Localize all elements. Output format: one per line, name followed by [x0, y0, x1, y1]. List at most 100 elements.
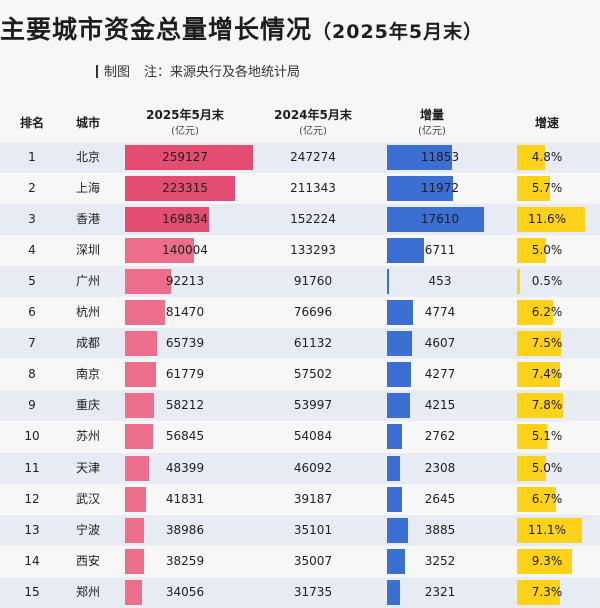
city-cell: 成都	[75, 336, 100, 351]
value-increase: 4215	[424, 398, 456, 413]
value-growth: 9.3%	[531, 553, 563, 568]
header-city: 城市	[75, 116, 100, 130]
header-rank: 排名	[19, 116, 44, 130]
table-row: 2 上海 223315 211343 11972 5.7%	[0, 173, 600, 204]
value-2024: 54084	[293, 429, 333, 444]
value-growth: 6.7%	[531, 491, 563, 506]
bar-increase	[387, 362, 411, 388]
rank-cell: 10	[24, 429, 40, 444]
rank-cell: 11	[24, 460, 40, 475]
value-increase: 453	[428, 274, 452, 289]
value-2024: 31735	[293, 584, 333, 599]
value-growth: 4.8%	[531, 150, 563, 164]
value-2025: 61779	[165, 367, 205, 382]
value-2025: 41831	[165, 491, 205, 506]
rank-cell: 13	[24, 522, 40, 537]
bar-2025	[125, 238, 195, 264]
value-growth: 11.6%	[527, 212, 567, 227]
bar-2025	[125, 362, 156, 388]
rank-cell: 12	[24, 491, 40, 506]
rank-cell: 5	[28, 274, 36, 289]
credit-divider	[96, 65, 98, 78]
value-growth: 11.1%	[527, 522, 567, 537]
city-cell: 天津	[75, 460, 100, 475]
table-row: 15 郑州 34056 31735 2321 7.3%	[0, 576, 600, 608]
value-2025: 92213	[165, 274, 205, 289]
rank-cell: 8	[28, 367, 36, 382]
value-2024: 35101	[293, 522, 333, 537]
rank-cell: 9	[28, 398, 36, 413]
bar-growth	[517, 207, 585, 233]
header-growth: 增速	[534, 116, 559, 130]
value-increase: 2762	[424, 429, 456, 444]
bar-2025	[125, 300, 166, 326]
value-growth: 7.3%	[531, 584, 563, 599]
header-increase-unit: (亿元)	[418, 126, 446, 137]
value-2025: 223315	[162, 181, 208, 196]
value-2025: 140004	[162, 243, 208, 258]
table-row: 13 宁波 38986 35101 3885 11.1%	[0, 514, 600, 546]
rank-cell: 4	[28, 243, 36, 258]
table-row: 5 广州 92213 91760 453 0.5%	[0, 266, 600, 298]
bar-increase	[387, 424, 403, 450]
value-increase: 4277	[424, 367, 456, 382]
bar-growth	[517, 455, 547, 481]
value-2024: 152224	[290, 212, 336, 227]
value-2025: 58212	[165, 398, 205, 413]
bar-increase	[387, 145, 453, 170]
table-row: 11 天津 48399 46092 2308 5.0%	[0, 452, 600, 484]
city-cell: 北京	[75, 150, 100, 164]
rank-cell: 2	[28, 181, 36, 196]
bar-growth	[517, 424, 547, 450]
bar-growth	[517, 517, 583, 543]
table-row: 4 深圳 140004 133293 6711 5.0%	[0, 235, 600, 266]
header-2025: 2025年5月末	[146, 108, 224, 122]
city-cell: 广州	[75, 274, 100, 289]
value-growth: 5.7%	[531, 181, 563, 196]
bar-2025	[125, 455, 149, 481]
table-row: 10 苏州 56845 54084 2762 5.1%	[0, 421, 600, 452]
bar-increase	[387, 579, 400, 605]
value-increase: 2308	[424, 460, 456, 475]
value-2025: 65739	[165, 336, 205, 351]
source-note: 注：来源央行及各地统计局	[144, 65, 301, 80]
table-row: 3 香港 169834 152224 17610 11.6%	[0, 204, 600, 236]
bar-2025	[125, 548, 144, 574]
header-2025-unit: (亿元)	[171, 126, 199, 137]
bar-increase	[387, 548, 405, 574]
bar-2025	[125, 145, 253, 170]
value-2024: 211343	[290, 181, 336, 196]
credit-text: 制图	[104, 65, 131, 80]
value-growth: 5.0%	[531, 460, 563, 475]
bar-2025	[125, 176, 236, 202]
city-cell: 苏州	[75, 429, 100, 444]
city-cell: 杭州	[75, 305, 100, 320]
rank-cell: 3	[28, 212, 36, 227]
value-2024: 91760	[293, 274, 333, 289]
value-increase: 4607	[424, 336, 456, 351]
rank-cell: 1	[28, 150, 36, 164]
value-2024: 39187	[293, 491, 333, 506]
bar-2025	[125, 424, 154, 450]
value-2025: 259127	[162, 150, 208, 164]
value-growth: 0.5%	[531, 274, 563, 289]
value-2024: 57502	[293, 367, 333, 382]
city-cell: 武汉	[75, 491, 100, 506]
bar-growth	[517, 579, 560, 605]
bar-increase	[387, 486, 402, 512]
bar-growth	[517, 548, 572, 574]
value-2024: 247274	[290, 150, 336, 164]
bar-2025	[125, 579, 142, 605]
table-row: 8 南京 61779 57502 4277 7.4%	[0, 359, 600, 390]
value-increase: 6711	[424, 243, 456, 258]
bar-growth	[517, 238, 547, 264]
rank-cell: 15	[24, 584, 40, 599]
city-cell: 重庆	[75, 398, 100, 413]
value-increase: 3252	[424, 553, 456, 568]
bar-growth	[517, 362, 561, 388]
city-cell: 上海	[75, 181, 100, 196]
title-text: 主要城市资金总量增长情况	[0, 15, 313, 44]
value-increase: 2321	[424, 584, 456, 599]
city-cell: 南京	[75, 367, 100, 382]
